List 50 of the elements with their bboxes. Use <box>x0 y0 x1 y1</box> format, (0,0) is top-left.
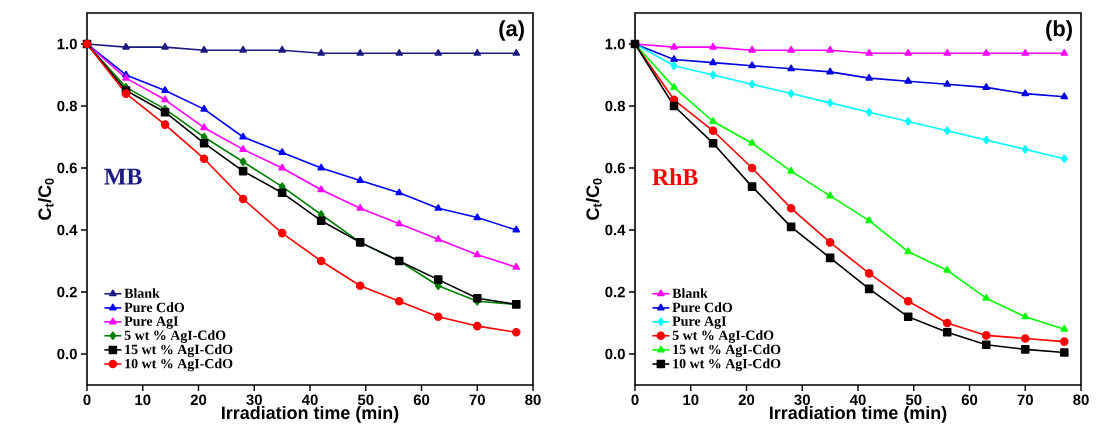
x-tick-label: 80 <box>1073 394 1089 406</box>
x-tick-label: 30 <box>246 394 262 406</box>
x-tick-label: 20 <box>190 394 207 406</box>
legend-label: 15 wt % AgI-CdO <box>125 344 233 358</box>
legend-label: 15 wt % AgI-CdO <box>673 344 781 358</box>
x-tick-label: 10 <box>135 394 151 406</box>
y-tick-label: 0.0 <box>57 348 77 360</box>
legend-label: Blank <box>672 288 708 298</box>
x-tick-label: 40 <box>301 394 318 406</box>
legend-label: Blank <box>124 288 160 298</box>
x-tick-label: 0 <box>83 394 91 406</box>
x-tick-label: 0 <box>631 394 639 406</box>
annotation: MB <box>104 168 142 185</box>
x-tick-label: 50 <box>905 394 922 406</box>
y-tick-label: 1.0 <box>57 38 77 50</box>
legend-label: Pure AgI <box>672 316 727 329</box>
annotation: RhB <box>652 168 698 185</box>
x-tick-label: 10 <box>683 394 699 406</box>
legend-label: Pure CdO <box>672 302 733 313</box>
x-tick-label: 80 <box>525 394 541 406</box>
legend-label: Pure CdO <box>124 302 185 313</box>
y-axis-title: C$_{t}$/C$_{0}$ <box>37 178 54 220</box>
y-tick-label: 0.2 <box>57 286 77 298</box>
x-tick-label: 70 <box>469 394 485 406</box>
x-tick-label: 40 <box>849 394 866 406</box>
x-tick-label: 60 <box>413 394 430 406</box>
y-tick-label: 0.4 <box>605 224 626 236</box>
x-axis-title: Irradiation time (min) <box>222 405 399 423</box>
x-tick-label: 30 <box>794 394 810 406</box>
x-tick-label: 20 <box>738 394 755 406</box>
y-tick-label: 0.6 <box>57 162 77 174</box>
y-tick-label: 0.6 <box>605 162 625 174</box>
y-tick-label: 0.0 <box>605 348 625 360</box>
legend-label: 5 wt % AgI-CdO <box>672 330 774 343</box>
x-axis-title: Irradiation time (min) <box>770 405 947 423</box>
x-tick-label: 60 <box>961 394 978 406</box>
annotation: (b) <box>1046 20 1072 41</box>
annotation: (a) <box>499 20 524 41</box>
x-tick-label: 70 <box>1017 394 1033 406</box>
y-tick-label: 0.2 <box>605 286 625 298</box>
y-tick-label: 0.4 <box>57 224 78 236</box>
legend-label: 5 wt % AgI-CdO <box>124 330 226 343</box>
legend-label: 10 wt % AgI-CdO <box>125 358 233 372</box>
y-tick-label: 0.8 <box>57 100 78 112</box>
y-tick-label: 1.0 <box>605 38 625 50</box>
y-tick-label: 0.8 <box>605 100 626 112</box>
legend-label: Pure AgI <box>124 316 179 329</box>
legend-label: 10 wt % AgI-CdO <box>673 358 781 372</box>
y-axis-title: C$_{t}$/C$_{0}$ <box>585 178 602 220</box>
x-tick-label: 50 <box>357 394 374 406</box>
